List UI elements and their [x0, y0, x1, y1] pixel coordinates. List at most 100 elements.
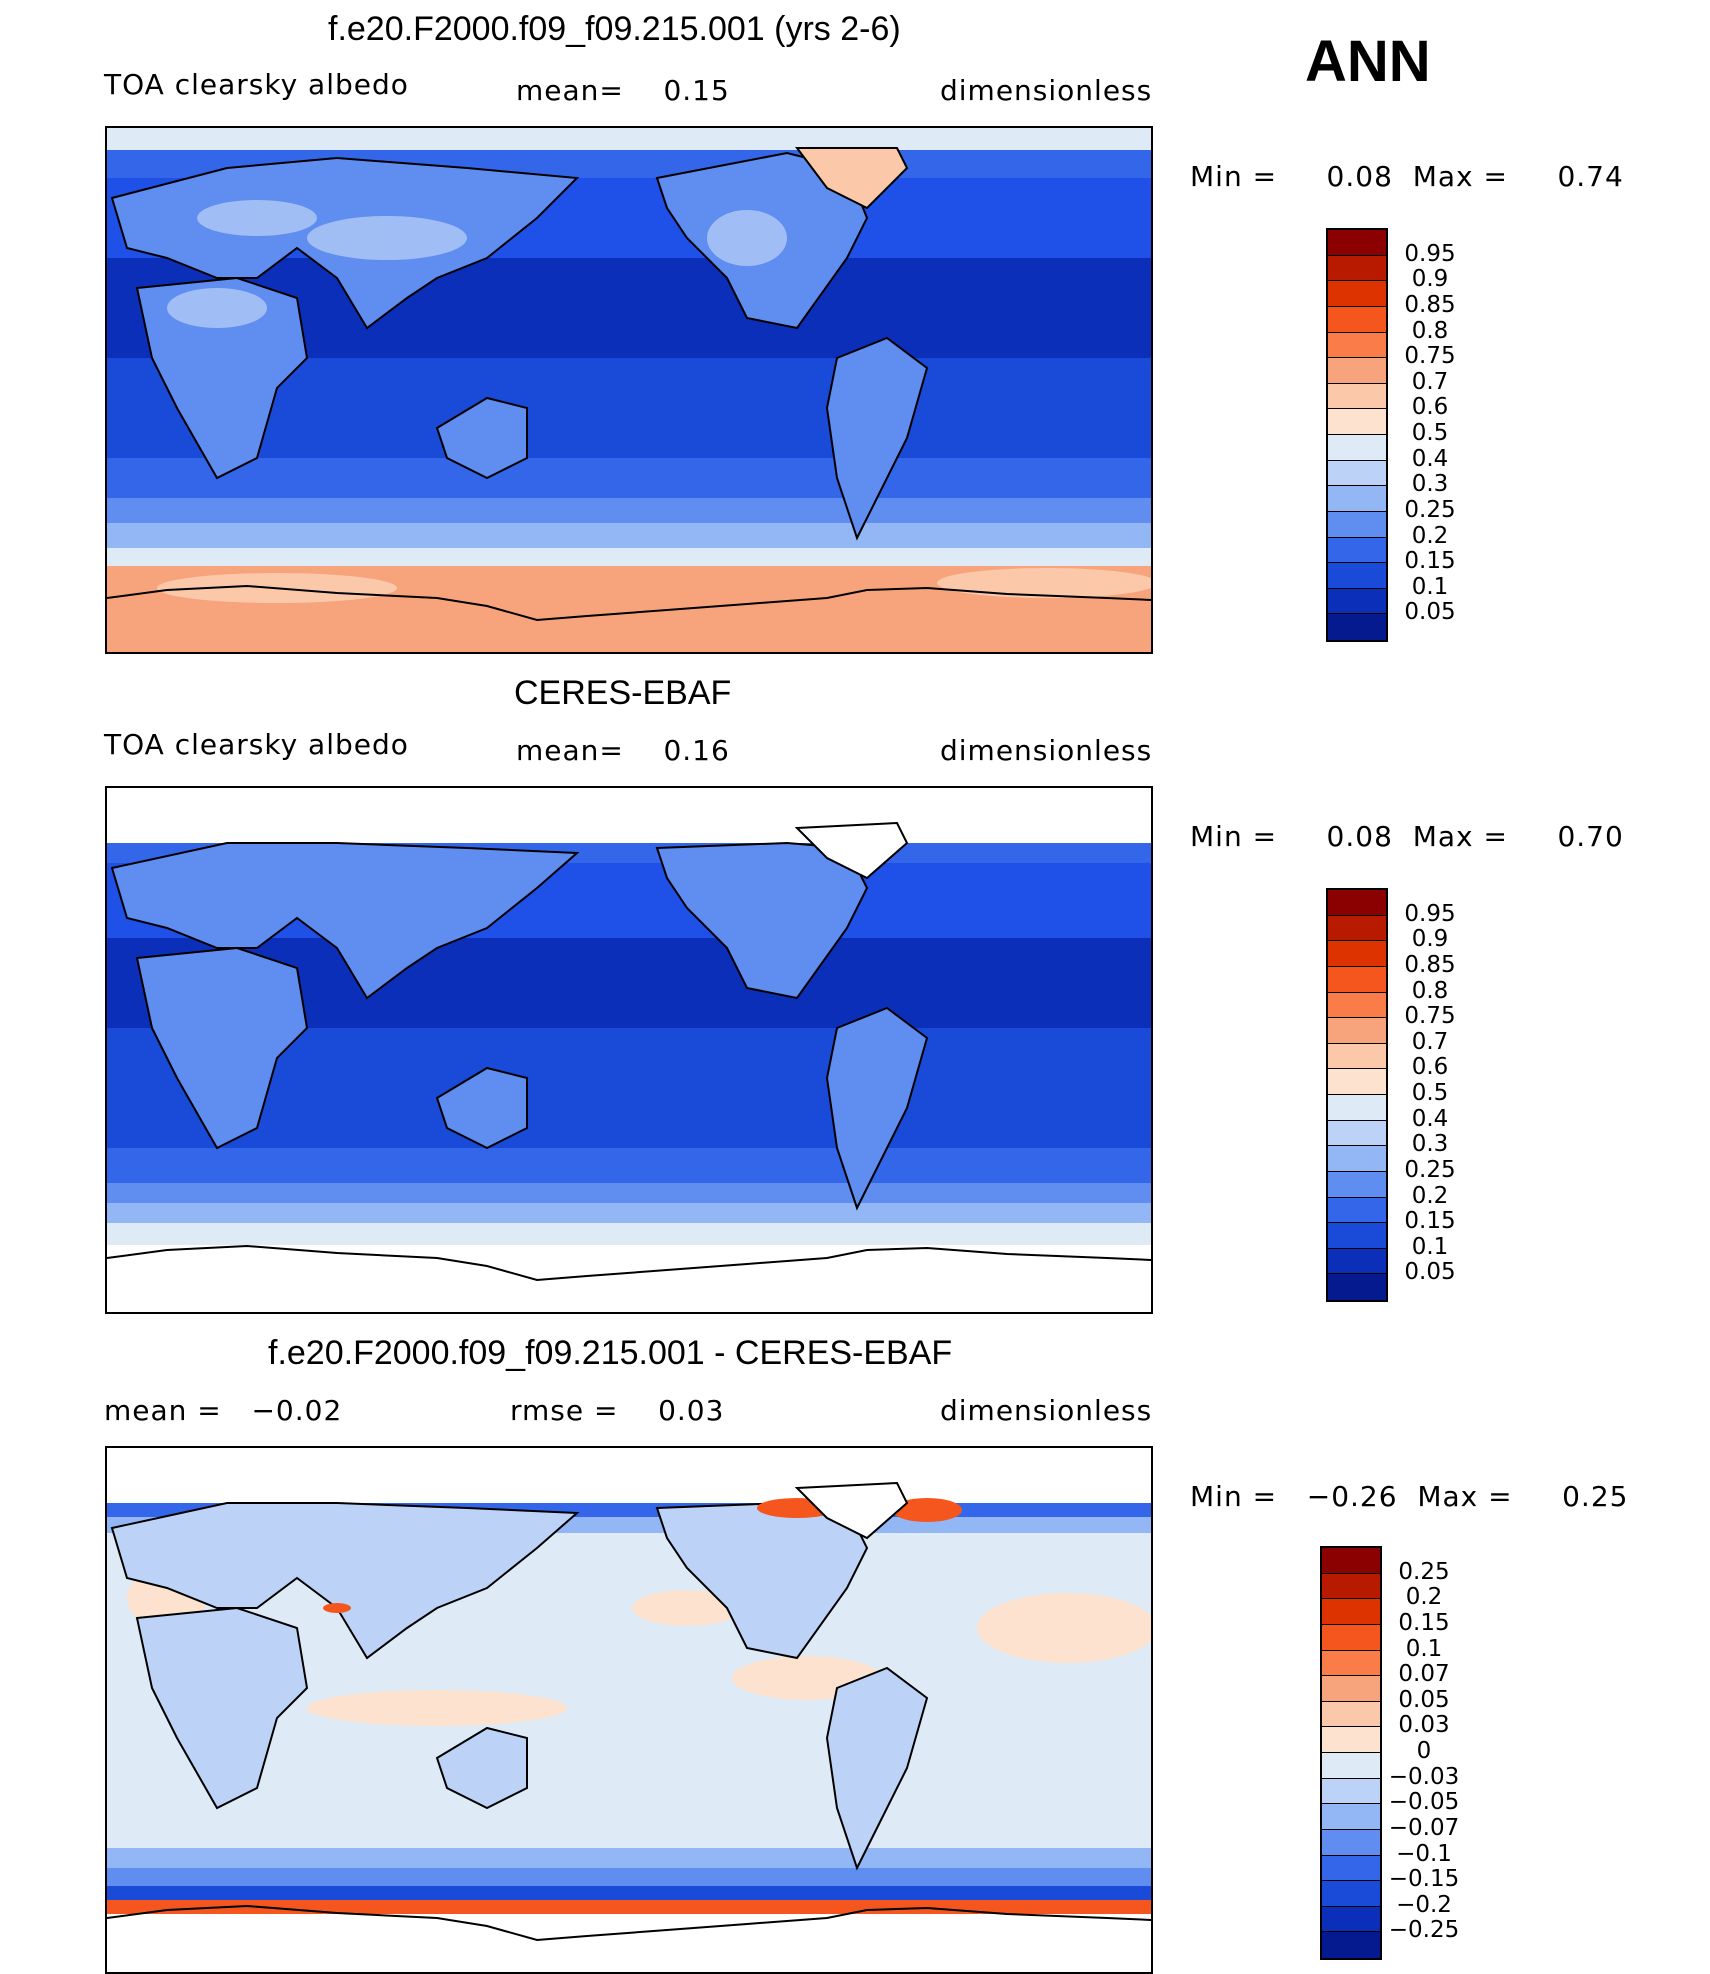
- colorbar-segment: [1328, 306, 1386, 333]
- colorbar-segment: [1322, 1906, 1380, 1933]
- panel-3-minmax: Min = −0.26 Max = 0.25: [1190, 1480, 1629, 1513]
- panel-1-variable: TOA clearsky albedo: [104, 68, 409, 101]
- colorbar-label: 0.1: [1411, 1233, 1449, 1260]
- colorbar-label: 0.85: [1404, 951, 1456, 978]
- colorbar-label: 0.9: [1411, 266, 1449, 293]
- panel-3-colorbar: [1320, 1546, 1382, 1960]
- colorbar-segment: [1328, 1120, 1386, 1147]
- panel-1-colorbar: [1326, 228, 1388, 642]
- colorbar-label: 0.05: [1404, 599, 1456, 626]
- panel-1-map-svg: [107, 128, 1151, 652]
- colorbar-label: 0.03: [1398, 1712, 1450, 1739]
- colorbar-label: −0.15: [1388, 1866, 1460, 1893]
- colorbar-label: 0.2: [1411, 1182, 1449, 1209]
- colorbar-segment: [1328, 435, 1386, 461]
- colorbar-label: 0.7: [1411, 1028, 1449, 1055]
- colorbar-label: 0.9: [1411, 926, 1449, 953]
- colorbar-label: 0.95: [1404, 900, 1456, 927]
- panel-1-map: [105, 126, 1153, 654]
- colorbar-label: −0.25: [1388, 1917, 1460, 1944]
- colorbar-segment: [1328, 383, 1386, 410]
- colorbar-label: 0.5: [1411, 1080, 1449, 1106]
- season-label: ANN: [1305, 29, 1431, 94]
- colorbar-segment: [1328, 1095, 1386, 1121]
- colorbar-label: 0.85: [1404, 291, 1456, 318]
- colorbar-segment: [1328, 941, 1386, 967]
- colorbar-label: 0.6: [1411, 1054, 1449, 1081]
- colorbar-label: −0.03: [1388, 1763, 1460, 1790]
- panel-2-minmax: Min = 0.08 Max = 0.70: [1190, 820, 1624, 853]
- colorbar-label: 0.6: [1411, 394, 1449, 421]
- colorbar-segment: [1322, 1599, 1380, 1625]
- colorbar-label: 0.15: [1398, 1609, 1450, 1636]
- panel-2-mean: mean= 0.16: [516, 734, 730, 767]
- colorbar-label: 0.07: [1398, 1661, 1450, 1688]
- colorbar-label: 0.3: [1411, 1131, 1449, 1158]
- colorbar-segment: [1322, 1624, 1380, 1651]
- colorbar-segment: [1328, 281, 1386, 307]
- colorbar-label: 0.25: [1404, 1156, 1456, 1183]
- colorbar-label: 0.05: [1398, 1686, 1450, 1713]
- colorbar-segment: [1322, 1778, 1380, 1805]
- colorbar-label: 0.75: [1404, 1003, 1456, 1030]
- colorbar-label: 0: [1416, 1738, 1432, 1764]
- colorbar-label: 0.8: [1411, 317, 1449, 344]
- colorbar-label: 0.15: [1404, 548, 1456, 575]
- colorbar-segment: [1328, 1197, 1386, 1224]
- colorbar-segment: [1328, 511, 1386, 538]
- colorbar-segment: [1328, 230, 1386, 256]
- colorbar-segment: [1328, 966, 1386, 993]
- panel-1-units: dimensionless: [940, 74, 1153, 107]
- colorbar-segment: [1328, 409, 1386, 435]
- colorbar-segment: [1328, 614, 1386, 640]
- colorbar-label: 0.25: [1398, 1558, 1450, 1585]
- colorbar-segment: [1328, 588, 1386, 615]
- colorbar-segment: [1328, 915, 1386, 942]
- colorbar-segment: [1328, 1171, 1386, 1198]
- panel-2-map: [105, 786, 1153, 1314]
- panel-2-variable: TOA clearsky albedo: [104, 728, 409, 761]
- colorbar-segment: [1322, 1804, 1380, 1830]
- panel-3-units: dimensionless: [940, 1394, 1153, 1427]
- colorbar-label: 0.2: [1411, 522, 1449, 549]
- colorbar-segment: [1322, 1881, 1380, 1907]
- colorbar-label: −0.05: [1388, 1789, 1460, 1816]
- colorbar-segment: [1328, 890, 1386, 916]
- colorbar-label: 0.4: [1411, 445, 1449, 472]
- panel-1-minmax: Min = 0.08 Max = 0.74: [1190, 160, 1624, 193]
- colorbar-segment: [1328, 1043, 1386, 1070]
- colorbar-segment: [1328, 1223, 1386, 1249]
- colorbar-label: 0.05: [1404, 1259, 1456, 1286]
- colorbar-segment: [1328, 1018, 1386, 1044]
- colorbar-label: 0.1: [1411, 573, 1449, 600]
- colorbar-segment: [1328, 537, 1386, 564]
- colorbar-segment: [1328, 563, 1386, 589]
- colorbar-segment: [1328, 1248, 1386, 1275]
- colorbar-segment: [1322, 1753, 1380, 1779]
- colorbar-label: 0.95: [1404, 240, 1456, 267]
- colorbar-segment: [1322, 1855, 1380, 1882]
- colorbar-label: 0.3: [1411, 471, 1449, 498]
- colorbar-segment: [1328, 255, 1386, 282]
- colorbar-label: −0.2: [1396, 1891, 1452, 1918]
- colorbar-segment: [1322, 1676, 1380, 1702]
- colorbar-segment: [1322, 1573, 1380, 1600]
- panel-2-title: CERES-EBAF: [514, 674, 732, 712]
- colorbar-label: 0.5: [1411, 420, 1449, 446]
- colorbar-segment: [1322, 1650, 1380, 1677]
- panel-2-units: dimensionless: [940, 734, 1153, 767]
- colorbar-label: 0.4: [1411, 1105, 1449, 1132]
- colorbar-label: −0.1: [1396, 1840, 1452, 1867]
- panel-3-map: [105, 1446, 1153, 1974]
- colorbar-segment: [1328, 1069, 1386, 1095]
- panel-1-title: f.e20.F2000.f09_f09.215.001 (yrs 2-6): [328, 10, 901, 48]
- panel-3-map-svg: [107, 1448, 1151, 1972]
- colorbar-segment: [1328, 992, 1386, 1019]
- colorbar-segment: [1328, 486, 1386, 512]
- colorbar-label: 0.15: [1404, 1208, 1456, 1235]
- colorbar-segment: [1328, 332, 1386, 359]
- panel-3-title: f.e20.F2000.f09_f09.215.001 - CERES-EBAF: [268, 1334, 953, 1372]
- colorbar-label: 0.7: [1411, 368, 1449, 395]
- colorbar-label: −0.07: [1388, 1814, 1460, 1841]
- colorbar-label: 0.75: [1404, 343, 1456, 370]
